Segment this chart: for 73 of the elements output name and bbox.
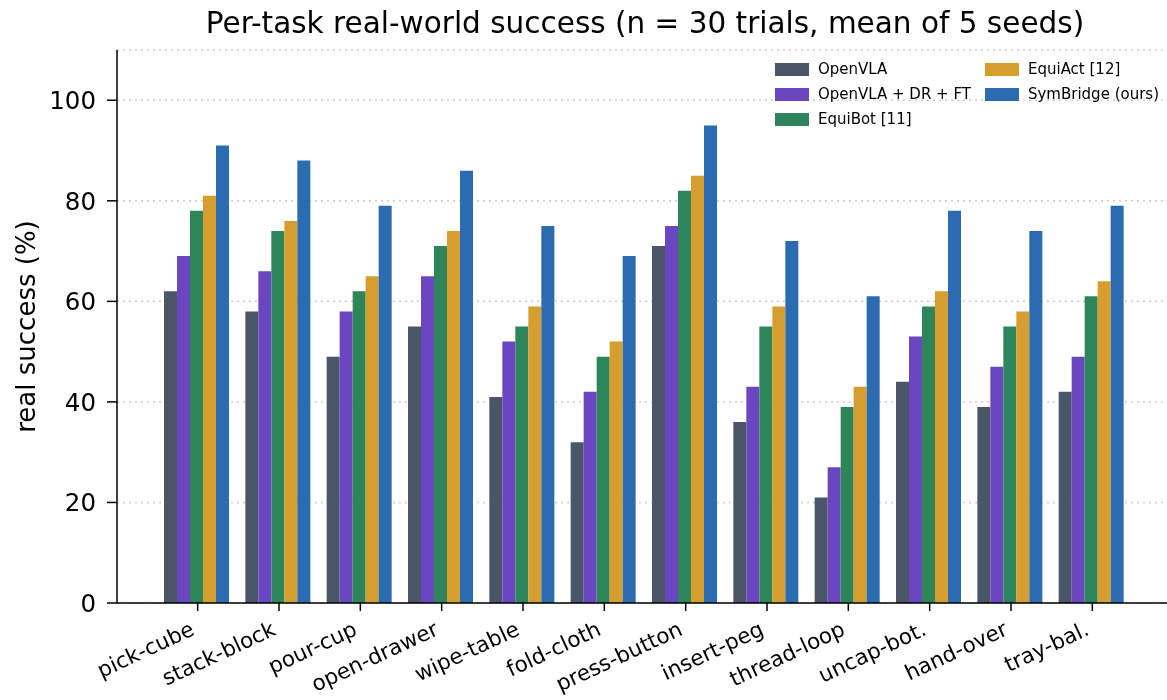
bar xyxy=(434,246,447,603)
bar xyxy=(1110,205,1124,603)
bar xyxy=(1084,296,1098,603)
bar xyxy=(853,386,867,603)
bar xyxy=(948,210,961,603)
bar xyxy=(814,497,828,603)
legend-label: OpenVLA xyxy=(817,60,888,78)
bar xyxy=(245,311,259,603)
bar xyxy=(922,306,935,603)
chart-title: Per-task real-world success (n = 30 trials, mean of 5 seeds) xyxy=(205,6,1085,40)
y-tick-label: 0 xyxy=(80,588,96,618)
bar xyxy=(909,336,922,603)
bar xyxy=(378,205,392,603)
bar xyxy=(271,230,285,603)
bar xyxy=(421,276,434,603)
bar xyxy=(733,422,747,603)
bar xyxy=(583,391,597,603)
bar xyxy=(352,291,366,603)
bar xyxy=(622,256,636,603)
legend-label: EquiAct [12] xyxy=(1027,60,1121,78)
bar xyxy=(408,326,421,603)
bar xyxy=(896,381,909,603)
bar xyxy=(691,175,704,603)
bar xyxy=(365,276,379,603)
bar xyxy=(704,125,717,603)
bar xyxy=(258,271,272,603)
bar xyxy=(977,406,991,603)
bar xyxy=(596,356,610,603)
legend-label: EquiBot [11] xyxy=(817,110,912,128)
y-tick-label: 40 xyxy=(64,387,96,417)
y-tick-label: 60 xyxy=(64,287,96,317)
bar xyxy=(840,406,854,603)
bar xyxy=(746,386,760,603)
legend-label: SymBridge (ours) xyxy=(1027,85,1159,103)
bar xyxy=(772,306,786,603)
bar xyxy=(190,210,203,603)
y-tick-label: 20 xyxy=(64,488,96,518)
bar xyxy=(502,341,516,603)
bar xyxy=(1097,281,1111,603)
legend-label: OpenVLA + DR + FT xyxy=(817,85,971,103)
bar xyxy=(164,291,177,603)
bar xyxy=(759,326,773,603)
bar xyxy=(935,291,948,603)
bar xyxy=(570,442,584,603)
bar xyxy=(216,145,229,603)
bar xyxy=(652,246,665,603)
bar xyxy=(1016,311,1030,603)
bar xyxy=(541,225,555,603)
y-axis-title: real success (%) xyxy=(11,220,41,433)
bar xyxy=(609,341,623,603)
bar xyxy=(284,220,298,603)
bar xyxy=(326,356,340,603)
bar xyxy=(203,195,216,603)
bar xyxy=(515,326,529,603)
bar xyxy=(489,396,503,603)
bar xyxy=(460,170,473,603)
y-tick-label: 80 xyxy=(64,186,96,216)
bar xyxy=(447,230,460,603)
y-tick-label: 100 xyxy=(49,85,96,115)
bar xyxy=(827,467,841,603)
bar xyxy=(678,190,691,603)
bar xyxy=(1029,230,1043,603)
bar xyxy=(1071,356,1085,603)
bar xyxy=(785,241,799,603)
bar xyxy=(665,225,678,603)
bar xyxy=(297,160,311,603)
bar xyxy=(866,296,880,603)
bar xyxy=(339,311,353,603)
bar xyxy=(990,366,1004,603)
bar xyxy=(1003,326,1017,603)
bar xyxy=(177,256,190,603)
bar xyxy=(528,306,542,603)
bar xyxy=(1058,391,1072,603)
